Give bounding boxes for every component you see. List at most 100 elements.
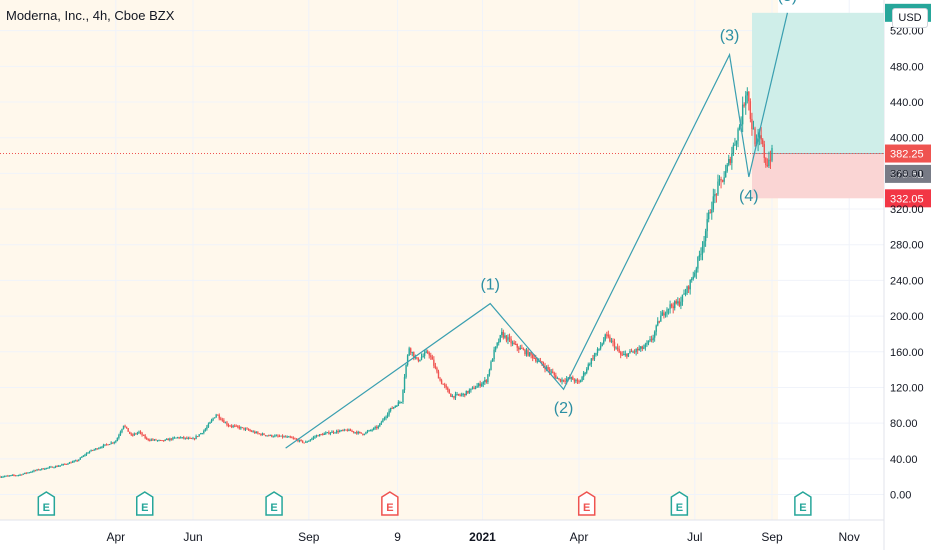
candle-body (535, 358, 537, 362)
earnings-badge[interactable] (265, 491, 283, 516)
candle-body (42, 468, 44, 470)
candle-body (11, 474, 14, 476)
candle-body (638, 348, 640, 351)
candle-body (88, 451, 91, 453)
earnings-marker[interactable]: E (265, 491, 283, 516)
candle-body (758, 135, 761, 139)
y-tick-label: 480.00 (890, 61, 924, 73)
candle-body (193, 438, 196, 440)
candle-body (422, 355, 424, 358)
candle-body (2, 476, 4, 478)
candle-body (65, 463, 68, 465)
stop-zone[interactable] (752, 153, 884, 199)
x-tick-label: Jul (687, 530, 702, 544)
candle-body (76, 460, 78, 462)
candle-body (771, 148, 773, 161)
earnings-marker[interactable]: E (670, 491, 689, 516)
earnings-badge[interactable] (794, 491, 812, 516)
candle-body (456, 394, 458, 396)
earnings-badge[interactable] (37, 491, 56, 516)
earnings-badge[interactable] (577, 491, 596, 516)
candle-body (457, 394, 460, 396)
candle-body (74, 460, 77, 462)
candle-body (17, 475, 20, 477)
candle-body (752, 128, 755, 130)
candle-body (428, 352, 430, 356)
candle-body (558, 378, 560, 380)
candle-body (0, 476, 1, 478)
candle-body (715, 194, 718, 196)
y-tick-label: 40.00 (890, 454, 918, 466)
candle-body (768, 159, 770, 166)
elliott-wave-line[interactable] (285, 12, 789, 449)
candle-body (33, 470, 35, 472)
candle-body (102, 445, 105, 448)
candle-body (62, 463, 65, 465)
candle-body (212, 418, 214, 421)
earnings-label: E (43, 502, 50, 514)
earnings-marker[interactable]: E (37, 491, 56, 516)
earnings-badge[interactable] (381, 491, 399, 516)
candle-body (196, 436, 199, 438)
candle-body (524, 349, 526, 355)
candle-body (541, 361, 543, 365)
earnings-marker[interactable]: E (577, 491, 596, 516)
candle-body (657, 321, 659, 326)
candle-body (269, 434, 271, 436)
candle-body (660, 315, 662, 322)
currency-selector[interactable]: USD (892, 8, 928, 28)
candle-body (586, 369, 588, 373)
earnings-marker[interactable]: E (136, 491, 154, 516)
candle-body (396, 405, 398, 407)
candle-body (567, 377, 569, 380)
candle-body (521, 347, 523, 350)
earnings-badge[interactable] (670, 491, 689, 516)
candle-body (518, 347, 520, 350)
candle-body (57, 465, 60, 467)
candle-body (454, 394, 457, 398)
candle-body (618, 348, 620, 353)
candle-body (477, 383, 480, 386)
candle-body (416, 357, 418, 359)
candle-body (87, 452, 89, 454)
candle-body (79, 457, 81, 460)
candle-body (278, 436, 281, 438)
candle-body (221, 419, 224, 421)
earnings-marker[interactable]: E (381, 491, 399, 516)
candle-body (13, 474, 15, 476)
candle-body (155, 439, 157, 441)
candle-body (723, 177, 725, 182)
candle-body (545, 367, 548, 370)
candle-body (674, 301, 676, 309)
x-tick-label: Jun (183, 530, 202, 544)
candle-body (678, 301, 681, 306)
candle-body (493, 349, 495, 360)
candle-body (711, 209, 713, 213)
candle-body (712, 196, 715, 210)
candle-body (297, 439, 299, 442)
candle-body (437, 371, 440, 379)
candle-body (281, 435, 284, 438)
candle-body (579, 380, 582, 383)
candle-body (698, 254, 701, 257)
target-zone[interactable] (752, 12, 884, 154)
candle-body (589, 363, 591, 365)
candle-body (178, 437, 180, 439)
candle-body (687, 286, 690, 290)
wave-label: (4) (739, 188, 759, 205)
candle-body (595, 352, 597, 355)
candle-body (570, 377, 572, 379)
candle-body (377, 426, 379, 429)
earnings-badge[interactable] (136, 491, 154, 516)
earnings-marker[interactable]: E (794, 491, 812, 516)
candle-body (244, 428, 247, 430)
candle-body (210, 420, 213, 423)
candle-body (721, 179, 724, 182)
y-tick-label: 160.00 (890, 347, 924, 359)
candle-body (684, 293, 687, 295)
candle-body (323, 433, 325, 435)
candle-body (149, 439, 151, 441)
candle-body (28, 472, 31, 474)
